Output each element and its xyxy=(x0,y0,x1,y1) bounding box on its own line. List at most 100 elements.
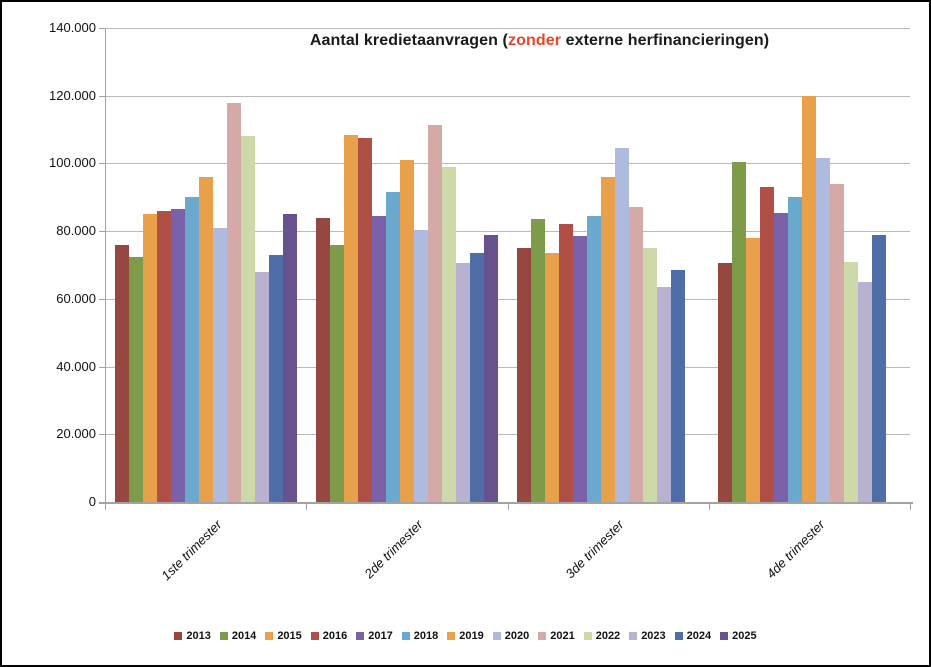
bar-2019-q2 xyxy=(399,160,414,502)
legend-item-2017: 2017 xyxy=(356,630,393,642)
bar-2024-q1 xyxy=(268,254,283,502)
legend-item-2024: 2024 xyxy=(674,630,712,642)
y-axis-tick xyxy=(99,163,105,165)
bar-2022-q4 xyxy=(844,261,859,502)
bar-2016-q4 xyxy=(760,187,775,502)
bar-2021-q4 xyxy=(830,183,845,502)
gridline xyxy=(105,298,910,300)
bar-2023-q4 xyxy=(858,281,873,502)
bar-2018-q4 xyxy=(788,197,803,502)
legend-swatch-icon xyxy=(356,632,365,640)
gridline xyxy=(105,95,910,97)
bar-2021-q2 xyxy=(427,124,442,502)
legend-item-2015: 2015 xyxy=(265,630,302,642)
bar-2014-q1 xyxy=(128,256,143,502)
legend-label: 2025 xyxy=(732,630,757,642)
chart-title-text-before: Aantal kredietaanvragen ( xyxy=(309,32,508,49)
legend-label: 2015 xyxy=(277,630,302,642)
legend-item-2021: 2021 xyxy=(538,630,575,642)
bar-2014-q4 xyxy=(732,161,747,502)
gridline xyxy=(105,163,910,165)
legend-swatch-icon xyxy=(538,632,547,640)
x-category-label: 2de trimester xyxy=(361,517,426,582)
gridline xyxy=(105,28,910,29)
bar-2014-q3 xyxy=(531,219,546,502)
y-axis-tick xyxy=(99,366,105,368)
legend: 2013 2014 2015 2016 2017 2018 2019 2020 2021 2022… xyxy=(2,630,929,642)
legend-item-2018: 2018 xyxy=(401,630,439,642)
bar-2017-q1 xyxy=(170,209,185,502)
chart-title-text-after: externe herfinancieringen) xyxy=(561,32,770,49)
y-axis-tick xyxy=(99,231,105,233)
bar-2020-q2 xyxy=(413,229,428,502)
bar-2019-q3 xyxy=(601,177,616,502)
bar-2020-q3 xyxy=(615,148,630,502)
bar-2015-q4 xyxy=(746,237,761,502)
legend-item-2023: 2023 xyxy=(629,630,666,642)
legend-item-2025: 2025 xyxy=(720,630,757,642)
bar-2020-q1 xyxy=(212,227,227,502)
legend-swatch-icon xyxy=(310,632,319,640)
y-axis-tick xyxy=(99,298,105,300)
bar-2015-q1 xyxy=(142,214,157,502)
legend-item-2013: 2013 xyxy=(174,630,211,642)
legend-item-2022: 2022 xyxy=(583,630,621,642)
bar-2017-q2 xyxy=(371,215,386,502)
bar-2015-q2 xyxy=(343,134,358,502)
legend-label: 2017 xyxy=(368,630,393,642)
legend-label: 2013 xyxy=(186,630,211,642)
legend-label: 2018 xyxy=(413,630,439,642)
bar-2025-q1 xyxy=(282,214,297,502)
x-category-label: 3de trimester xyxy=(562,517,627,582)
bar-2017-q4 xyxy=(774,212,789,502)
bar-2016-q2 xyxy=(357,138,372,502)
y-tick-label: 100.000 xyxy=(49,155,96,171)
bar-2018-q2 xyxy=(385,192,400,502)
bar-2022-q3 xyxy=(643,248,658,502)
legend-item-2014: 2014 xyxy=(219,630,257,642)
y-axis-line xyxy=(105,28,106,502)
y-tick-label: 140.000 xyxy=(49,20,96,35)
y-axis-tick xyxy=(99,434,105,436)
bar-2024-q4 xyxy=(872,234,887,502)
legend-label: 2020 xyxy=(504,630,530,642)
legend-label: 2024 xyxy=(686,630,712,642)
legend-item-2016: 2016 xyxy=(310,630,348,642)
bar-2013-q3 xyxy=(517,248,532,502)
bar-2013-q1 xyxy=(114,244,129,502)
gridline xyxy=(105,434,910,436)
legend-label: 2023 xyxy=(641,630,666,642)
legend-swatch-icon xyxy=(265,632,274,640)
x-category-label: 4de trimester xyxy=(763,517,828,582)
legend-swatch-icon xyxy=(401,632,410,640)
bar-2016-q3 xyxy=(559,224,574,502)
legend-label: 2022 xyxy=(595,630,621,642)
legend-label: 2016 xyxy=(322,630,348,642)
bar-2023-q1 xyxy=(254,271,269,502)
x-axis-tick xyxy=(105,504,106,510)
y-axis-tick xyxy=(99,95,105,97)
bar-2018-q3 xyxy=(587,215,602,502)
bar-2013-q2 xyxy=(315,217,330,502)
x-category-label: 1ste trimester xyxy=(157,517,225,584)
legend-label: 2021 xyxy=(550,630,575,642)
bar-2021-q3 xyxy=(629,207,644,502)
x-axis-tick xyxy=(507,504,509,510)
y-tick-label: 0 xyxy=(88,494,96,509)
bar-2013-q4 xyxy=(718,263,733,502)
y-axis-tick xyxy=(99,28,105,29)
legend-swatch-icon xyxy=(174,632,183,640)
bar-2019-q1 xyxy=(198,177,213,502)
y-tick-label: 20.000 xyxy=(56,426,96,442)
legend-swatch-icon xyxy=(447,632,456,640)
bar-2020-q4 xyxy=(816,158,831,502)
bar-2023-q3 xyxy=(657,287,672,502)
bar-2021-q1 xyxy=(226,102,241,502)
y-tick-label: 80.000 xyxy=(56,223,96,239)
y-tick-label: 60.000 xyxy=(56,290,96,306)
legend-label: 2014 xyxy=(231,630,257,642)
bar-2014-q2 xyxy=(329,244,344,502)
bar-2016-q1 xyxy=(156,210,171,502)
bar-2015-q3 xyxy=(545,253,560,502)
